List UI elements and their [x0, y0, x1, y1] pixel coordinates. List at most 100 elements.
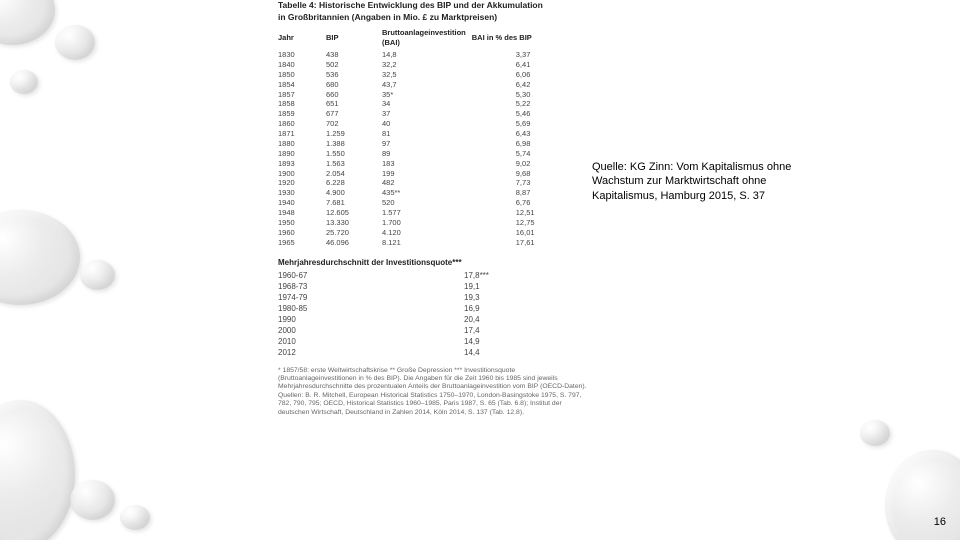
cell-bai: 89: [382, 149, 472, 159]
cell-bip: 680: [326, 80, 382, 90]
table-row: 19002.0541999,68: [278, 169, 582, 179]
cell-jahr: 1854: [278, 80, 326, 90]
th-bai: Bruttoanlageinvestition (BAI): [382, 28, 472, 50]
water-drop-icon: [80, 260, 115, 290]
cell-jahr: 1900: [278, 169, 326, 179]
page-number: 16: [934, 516, 946, 528]
main-data-table: Jahr BIP Bruttoanlageinvestition (BAI) B…: [278, 28, 582, 247]
cell-bip: 651: [326, 99, 382, 109]
table-row: 199020,4: [278, 315, 520, 326]
cell-period: 1974-79: [278, 293, 464, 304]
cell-jahr: 1880: [278, 139, 326, 149]
table-row: 1980-8516,9: [278, 304, 520, 315]
table-row: 195013.3301.70012,75: [278, 218, 582, 228]
cell-bai: 183: [382, 159, 472, 169]
cell-jahr: 1860: [278, 119, 326, 129]
cell-bip: 702: [326, 119, 382, 129]
cell-bip: 25.720: [326, 228, 382, 238]
secondary-data-table: 1960-6717,8***1968-7319,11974-7919,31980…: [278, 271, 520, 359]
cell-pct: 6,43: [472, 129, 582, 139]
water-drop-icon: [0, 210, 80, 305]
cell-jahr: 1840: [278, 60, 326, 70]
cell-pct: 6,42: [472, 80, 582, 90]
water-drop-icon: [10, 70, 38, 94]
table-row: 18801.388976,98: [278, 139, 582, 149]
cell-bip: 502: [326, 60, 382, 70]
table-row: 1860702405,69: [278, 119, 582, 129]
cell-value: 14,9: [464, 337, 520, 348]
cell-bai: 34: [382, 99, 472, 109]
cell-bip: 6.228: [326, 178, 382, 188]
cell-jahr: 1858: [278, 99, 326, 109]
water-drop-icon: [0, 0, 55, 45]
cell-jahr: 1948: [278, 208, 326, 218]
table-row: 200017,4: [278, 326, 520, 337]
cell-bip: 12.605: [326, 208, 382, 218]
table-row: 18711.259816,43: [278, 129, 582, 139]
cell-pct: 6,98: [472, 139, 582, 149]
cell-bip: 1.550: [326, 149, 382, 159]
cell-value: 16,9: [464, 304, 520, 315]
cell-bip: 2.054: [326, 169, 382, 179]
table-row: 185766035*5,30: [278, 90, 582, 100]
cell-pct: 5,30: [472, 90, 582, 100]
cell-bai: 37: [382, 109, 472, 119]
table-row: 196025.7204.12016,01: [278, 228, 582, 238]
table-row: 19407.6815206,76: [278, 198, 582, 208]
cell-value: 20,4: [464, 315, 520, 326]
cell-bai: 8.121: [382, 238, 472, 248]
cell-pct: 17,61: [472, 238, 582, 248]
cell-pct: 12,51: [472, 208, 582, 218]
table-title-line2: in Großbritannien (Angaben in Mio. £ zu …: [278, 12, 588, 23]
th-pct: BAI in % des BIP: [472, 28, 582, 50]
cell-value: 19,1: [464, 282, 520, 293]
table-row: 196546.0968.12117,61: [278, 238, 582, 248]
cell-bip: 13.330: [326, 218, 382, 228]
cell-jahr: 1965: [278, 238, 326, 248]
water-drop-icon: [55, 25, 95, 60]
table-row: 184050232,26,41: [278, 60, 582, 70]
cell-value: 19,3: [464, 293, 520, 304]
cell-bai: 32,5: [382, 70, 472, 80]
cell-jahr: 1920: [278, 178, 326, 188]
cell-pct: 5,74: [472, 149, 582, 159]
cell-pct: 7,73: [472, 178, 582, 188]
cell-period: 2012: [278, 348, 464, 359]
table-row: 1858651345,22: [278, 99, 582, 109]
cell-bai: 1.577: [382, 208, 472, 218]
cell-bip: 1.259: [326, 129, 382, 139]
cell-bai: 97: [382, 139, 472, 149]
water-drop-icon: [120, 505, 150, 530]
cell-jahr: 1859: [278, 109, 326, 119]
cell-pct: 16,01: [472, 228, 582, 238]
cell-pct: 5,22: [472, 99, 582, 109]
scanned-table-region: Tabelle 4: Historische Entwicklung des B…: [278, 0, 588, 417]
cell-period: 1980-85: [278, 304, 464, 315]
cell-pct: 6,76: [472, 198, 582, 208]
cell-bip: 677: [326, 109, 382, 119]
cell-pct: 5,69: [472, 119, 582, 129]
cell-bai: 43,7: [382, 80, 472, 90]
cell-bai: 199: [382, 169, 472, 179]
footnote-text: * 1857/58: erste Weltwirtschaftskrise **…: [278, 367, 588, 418]
section2-title: Mehrjahresdurchschnitt der Investitionsq…: [278, 258, 588, 268]
cell-period: 2000: [278, 326, 464, 337]
table-row: 185053632,56,06: [278, 70, 582, 80]
cell-bip: 7.681: [326, 198, 382, 208]
cell-jahr: 1857: [278, 90, 326, 100]
cell-bip: 1.388: [326, 139, 382, 149]
table-row: 1859677375,46: [278, 109, 582, 119]
cell-bip: 46.096: [326, 238, 382, 248]
cell-bai: 40: [382, 119, 472, 129]
cell-bip: 1.563: [326, 159, 382, 169]
cell-bai: 4.120: [382, 228, 472, 238]
cell-period: 2010: [278, 337, 464, 348]
table-row: 183043814,83,37: [278, 50, 582, 60]
cell-pct: 9,02: [472, 159, 582, 169]
cell-bai: 14,8: [382, 50, 472, 60]
water-drop-icon: [885, 450, 960, 540]
cell-pct: 12,75: [472, 218, 582, 228]
table-row: 1968-7319,1: [278, 282, 520, 293]
cell-bip: 660: [326, 90, 382, 100]
citation-text: Quelle: KG Zinn: Vom Kapitalismus ohne W…: [592, 160, 812, 203]
